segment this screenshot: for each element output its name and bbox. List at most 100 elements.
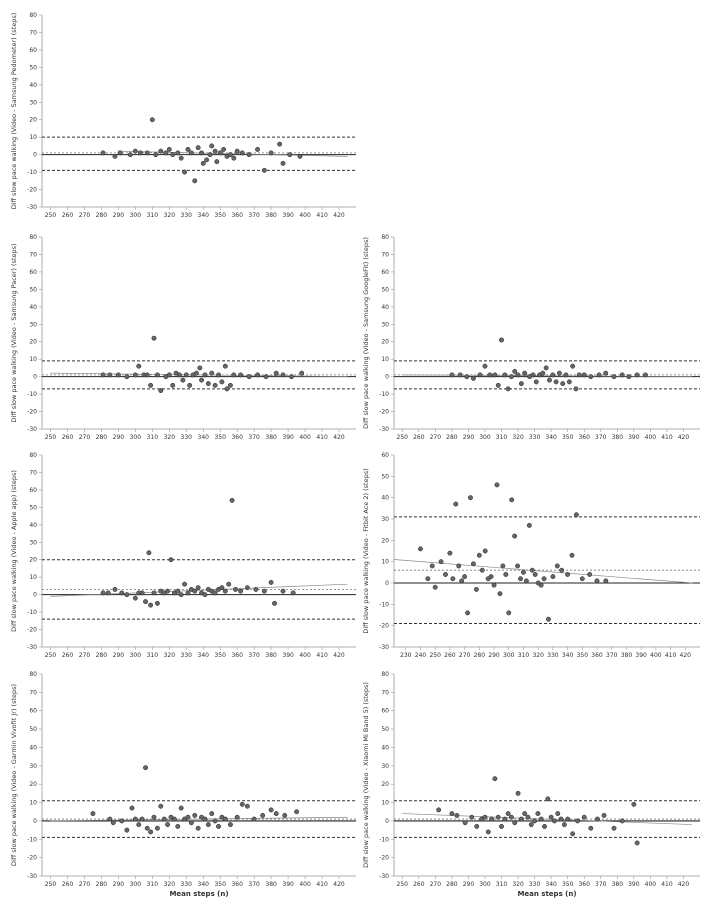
- y-axis-title: Diff slow pace walking (Video - Garmin V…: [10, 684, 18, 866]
- data-point: [205, 822, 211, 828]
- data-point: [197, 365, 203, 371]
- data-point: [178, 805, 184, 811]
- x-tick-label: 330: [529, 434, 541, 441]
- data-point: [603, 370, 609, 376]
- x-tick-label: 290: [488, 652, 500, 659]
- y-tick-label: 10: [29, 356, 37, 363]
- x-tick-label: 290: [113, 881, 125, 888]
- x-tick-label: 410: [665, 652, 677, 659]
- data-point: [474, 823, 480, 829]
- data-point: [550, 372, 556, 378]
- data-point: [594, 816, 600, 822]
- x-tick-label: 390: [282, 212, 294, 219]
- data-point: [566, 379, 572, 385]
- data-point: [545, 796, 551, 802]
- data-point: [436, 807, 442, 813]
- x-tick-label: 400: [299, 434, 311, 441]
- data-point: [563, 372, 569, 378]
- x-tick-label: 320: [164, 652, 176, 659]
- data-point: [282, 812, 288, 818]
- x-tick-label: 400: [299, 652, 311, 659]
- data-point: [499, 337, 504, 343]
- y-tick-label: -20: [27, 627, 37, 634]
- x-tick-label: 350: [577, 652, 589, 659]
- x-tick-label: 400: [650, 652, 662, 659]
- data-point: [158, 803, 164, 809]
- data-point: [148, 829, 154, 835]
- y-tick-label: 0: [33, 818, 37, 825]
- data-point: [581, 814, 587, 820]
- data-point: [227, 152, 233, 158]
- data-point: [100, 150, 106, 156]
- x-tick-label: 270: [79, 212, 91, 219]
- x-tick-label: 310: [147, 881, 159, 888]
- data-point: [200, 160, 206, 166]
- data-point: [515, 790, 521, 796]
- x-tick-label: 350: [562, 434, 574, 441]
- x-tick-label: 400: [299, 212, 311, 219]
- y-tick-label: 60: [29, 47, 37, 54]
- x-axis-title: Mean steps (n): [169, 890, 228, 898]
- y-tick-label: 0: [33, 374, 37, 381]
- y-tick-label: -10: [379, 836, 389, 843]
- data-point: [124, 374, 130, 380]
- x-tick-label: 310: [147, 434, 159, 441]
- data-point: [487, 372, 493, 378]
- data-point: [192, 588, 198, 594]
- y-tick-label: 40: [381, 304, 389, 311]
- data-point: [502, 816, 508, 822]
- data-point: [297, 153, 303, 159]
- y-tick-label: 40: [29, 304, 37, 311]
- y-tick-label: 10: [381, 800, 389, 807]
- data-point: [127, 152, 133, 158]
- data-point: [479, 567, 485, 573]
- data-point: [473, 586, 479, 592]
- data-point: [482, 363, 488, 369]
- data-point: [450, 576, 456, 582]
- data-point: [188, 820, 194, 826]
- data-point: [229, 497, 235, 503]
- data-point: [594, 578, 600, 584]
- x-tick-label: 330: [181, 434, 193, 441]
- x-tick-label: 340: [545, 434, 557, 441]
- data-point: [492, 776, 498, 782]
- x-tick-label: 230: [400, 652, 412, 659]
- data-point: [100, 590, 106, 596]
- data-point: [287, 152, 293, 158]
- x-tick-label: 250: [397, 881, 409, 888]
- y-tick-label: -30: [379, 644, 389, 651]
- y-tick-label: 70: [381, 251, 389, 258]
- y-tick-label: 60: [381, 452, 389, 459]
- data-point: [239, 801, 245, 807]
- data-point: [146, 550, 152, 556]
- x-tick-label: 410: [661, 881, 673, 888]
- y-tick-label: 80: [29, 671, 37, 678]
- data-point: [149, 117, 155, 123]
- y-tick-label: 30: [381, 763, 389, 770]
- data-point: [195, 825, 201, 831]
- data-point: [195, 585, 201, 591]
- data-point: [587, 572, 593, 577]
- data-point: [148, 382, 154, 388]
- data-point: [503, 572, 509, 577]
- data-point: [268, 807, 274, 813]
- data-point: [494, 482, 500, 488]
- data-point: [449, 372, 455, 378]
- x-tick-label: 340: [562, 652, 574, 659]
- data-point: [234, 148, 240, 154]
- data-point: [299, 370, 305, 376]
- data-point: [469, 814, 475, 820]
- x-tick-label: 270: [430, 434, 442, 441]
- y-axis-title: Diff slow pace walking (Video - Samsung …: [362, 237, 370, 429]
- y-tick-label: -30: [27, 426, 37, 433]
- y-tick-label: -20: [379, 409, 389, 416]
- x-tick-label: 330: [529, 881, 541, 888]
- data-point: [634, 840, 640, 846]
- data-point: [277, 141, 283, 147]
- x-tick-label: 280: [96, 652, 108, 659]
- y-tick-label: 50: [381, 473, 389, 480]
- x-tick-label: 260: [413, 881, 425, 888]
- data-point: [273, 811, 279, 817]
- x-tick-label: 360: [231, 434, 243, 441]
- x-tick-label: 280: [446, 434, 458, 441]
